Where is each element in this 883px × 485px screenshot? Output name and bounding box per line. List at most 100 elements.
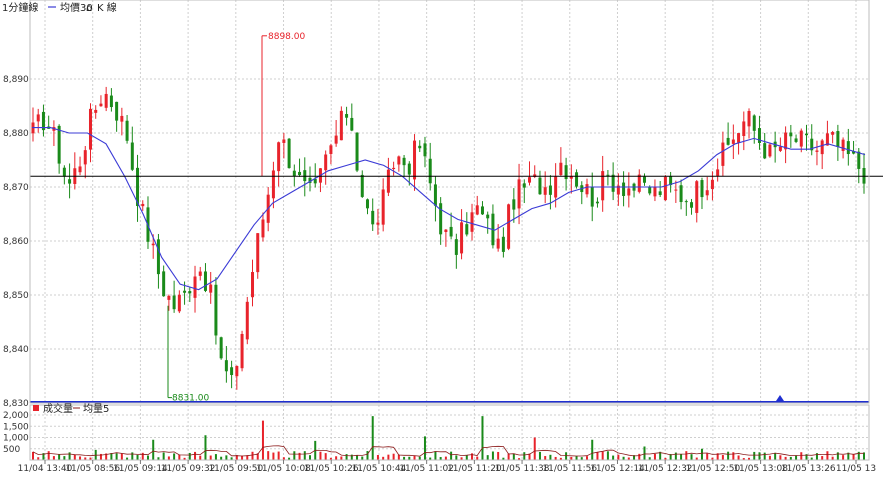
volume-bar: [392, 453, 395, 460]
candle-body: [627, 188, 631, 196]
candle-body: [345, 114, 349, 118]
volume-bar: [293, 451, 296, 460]
candle-body: [428, 158, 432, 184]
volume-bar: [753, 451, 756, 460]
volume-bar: [460, 457, 463, 460]
volume-bar: [251, 451, 254, 460]
volume-y-tick-label: 500: [3, 445, 20, 455]
price-legend: 1分鐘線 均價30 ⌂ K 線: [2, 1, 117, 14]
volume-bar: [648, 457, 651, 460]
candle-body: [705, 190, 709, 196]
volume-bar: [669, 454, 672, 460]
candle-body: [674, 189, 678, 191]
candle-body: [690, 202, 694, 208]
volume-bar: [32, 451, 34, 460]
candle-body: [820, 140, 824, 155]
candle-body: [136, 167, 140, 207]
candle-body: [585, 184, 589, 195]
volume-label: 成交量: [43, 402, 73, 415]
candle-body: [151, 243, 155, 246]
price-y-tick-label: 8,830: [3, 399, 29, 409]
candle-body: [88, 108, 92, 150]
candle-body: [277, 142, 281, 172]
volume-bar: [821, 456, 824, 460]
volume-bar: [209, 455, 212, 460]
candle-body: [303, 170, 307, 182]
volume-bar: [450, 451, 453, 460]
candle-body: [805, 133, 809, 136]
candle-body: [282, 139, 286, 143]
volume-bar: [366, 451, 369, 460]
volume-bar: [622, 456, 625, 460]
candle-body: [444, 229, 448, 233]
candle-body: [381, 189, 385, 225]
volume-bar: [774, 452, 777, 460]
volume-bar: [826, 451, 829, 460]
candle-body: [789, 132, 793, 137]
candle-body: [794, 138, 798, 142]
volume-bar: [256, 453, 259, 460]
candle-body: [684, 201, 688, 203]
volume-bar: [110, 453, 113, 460]
volume-bar: [653, 453, 656, 460]
volume-bar: [758, 452, 761, 460]
volume-bar: [115, 453, 118, 460]
candle-body: [784, 132, 788, 150]
candle-body: [548, 185, 552, 195]
volume-bar: [42, 453, 45, 460]
volume-bar: [345, 454, 348, 460]
volume-bar: [413, 455, 416, 460]
volume-bar: [84, 457, 87, 460]
candle-body: [256, 233, 260, 273]
volume-bar: [361, 456, 364, 460]
volume-frame: [29, 404, 870, 461]
volume-bar: [214, 454, 217, 460]
volume-bar: [282, 457, 285, 460]
candle-body: [637, 174, 641, 192]
volume-legend-swatch: [33, 405, 39, 411]
volume-bar: [178, 454, 181, 460]
volume-bar: [47, 451, 50, 460]
volume-bar: [439, 457, 442, 460]
x-tick-label: 11/04 13:40: [18, 464, 73, 474]
candle-body: [768, 144, 772, 157]
volume-bar: [800, 452, 803, 460]
candle-body: [376, 222, 380, 225]
candle-body: [554, 176, 558, 198]
candle-body: [653, 186, 657, 197]
candle-body: [825, 133, 829, 146]
volume-bar: [643, 446, 646, 460]
candle-body: [83, 150, 87, 165]
volume-bar: [335, 456, 338, 460]
volume-bar: [664, 457, 667, 460]
candle-body: [355, 132, 359, 171]
candle-body: [203, 271, 207, 291]
volume-bar: [674, 452, 677, 460]
volume-bar: [659, 451, 662, 460]
x-tick-label: 11/05 09:50: [208, 464, 263, 474]
volume-bar: [146, 455, 149, 460]
volume-bar: [183, 457, 186, 460]
candle-body: [339, 110, 343, 141]
x-tick-label: 11/05 09:14: [113, 464, 168, 474]
x-tick-label: 11/05 10:26: [304, 464, 359, 474]
x-tick-label: 11/05 08:56: [65, 464, 120, 474]
volume-bar: [586, 456, 588, 460]
candle-body: [601, 171, 605, 201]
x-tick-label: 11/05 11:02: [399, 464, 454, 474]
volume-bar: [340, 456, 343, 460]
candle-body: [622, 182, 626, 196]
volume-bar: [188, 452, 191, 460]
candle-body: [836, 131, 840, 147]
volume-bar: [507, 453, 510, 460]
x-tick-label: 11/05 11:38: [495, 464, 550, 474]
volume-bar: [727, 451, 730, 460]
candle-body: [130, 142, 134, 170]
volume-y-tick-label: 2,000: [3, 411, 29, 421]
candle-body: [214, 284, 218, 336]
candle-body: [271, 170, 275, 199]
volume-bar: [518, 458, 521, 460]
candle-body: [810, 138, 814, 151]
candle-body: [501, 236, 505, 252]
